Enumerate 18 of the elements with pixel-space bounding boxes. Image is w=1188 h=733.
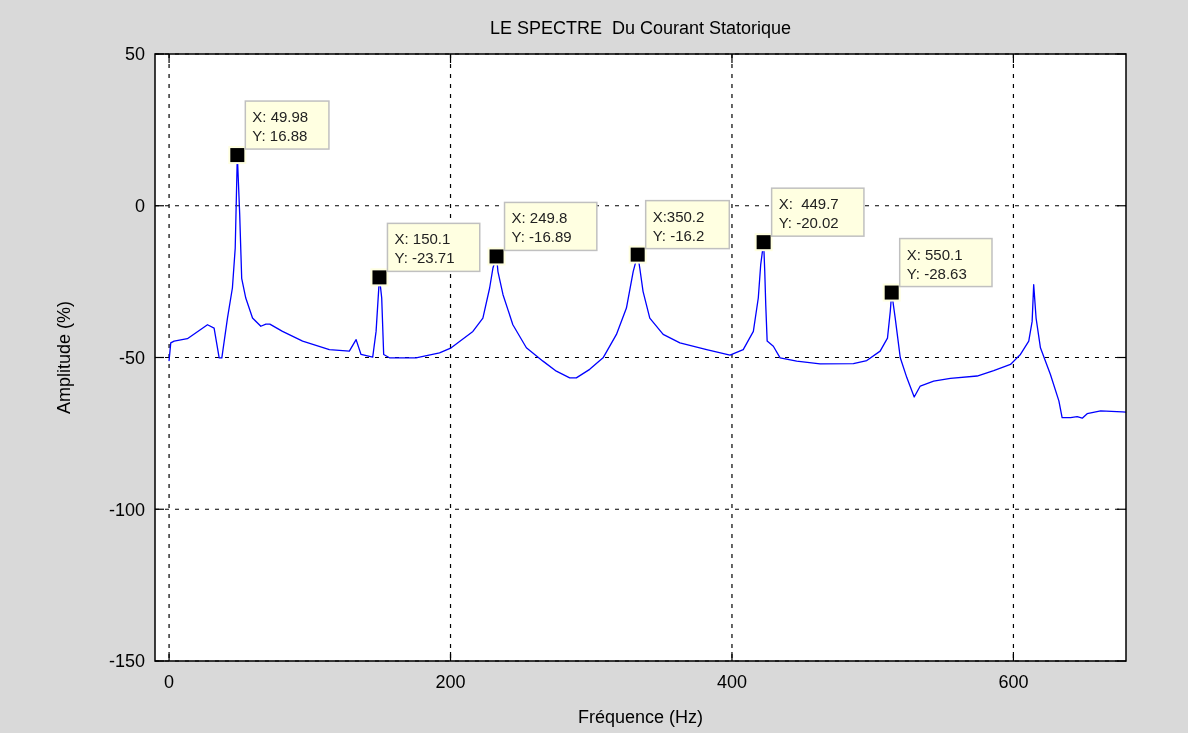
annotation: X: 249.8 Y: -16.89	[511, 209, 572, 246]
y-tick-label: 50	[124, 44, 145, 65]
annotation: X: 150.1 Y: -23.71	[394, 230, 455, 267]
y-tick-label: -100	[108, 499, 145, 520]
y-tick-label: -150	[108, 651, 145, 672]
y-axis-title: Amplitude (%)	[54, 300, 74, 415]
x-tick-label: 0	[164, 672, 175, 692]
x-tick-label: 400	[716, 672, 747, 692]
x-tick-label: 200	[435, 672, 466, 692]
chart-title: LE SPECTRE Du Courant Statorique	[489, 18, 792, 38]
x-axis-title: Fréquence (Hz)	[577, 707, 704, 727]
annotation: X:350.2 Y: -16.2	[652, 207, 705, 244]
annotation: X: 49.98 Y: 16.88	[252, 108, 309, 145]
annotation: X: 550.1 Y: -28.63	[906, 245, 967, 282]
y-tick-label: -50	[118, 347, 145, 368]
y-tick-label: 0	[134, 196, 145, 217]
annotation: X: 449.7 Y: -20.02	[778, 195, 839, 232]
x-tick-label: 600	[998, 672, 1029, 692]
